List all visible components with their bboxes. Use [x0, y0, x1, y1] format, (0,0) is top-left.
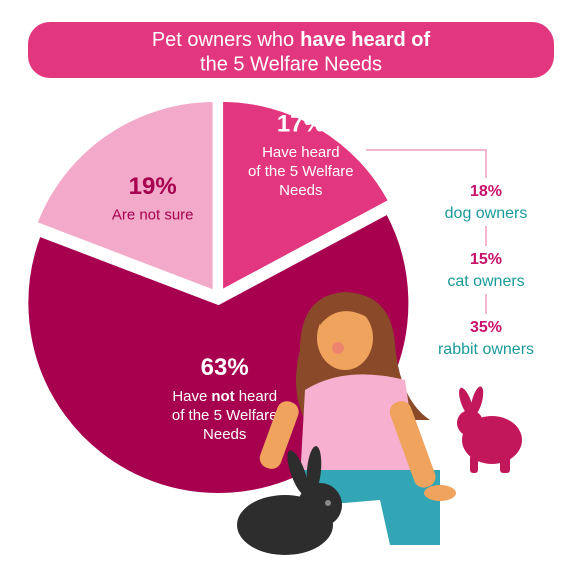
slice-description: Are not sure [112, 207, 194, 224]
breakdown-group: rabbit owners [438, 341, 534, 358]
breakdown: 18% dog owners 15% cat owners 35% rabbit owne… [426, 178, 546, 362]
breakdown-backdrop [426, 178, 546, 226]
breakdown-value: 15% [470, 251, 502, 268]
breakdown-backdrop [426, 314, 546, 362]
black-rabbit [237, 446, 342, 555]
breakdown-group: cat owners [447, 273, 524, 290]
woman [259, 292, 456, 545]
slice-value-label: 19% [129, 173, 177, 200]
breakdown-group: dog owners [445, 205, 528, 222]
slice-description: Needs [203, 426, 246, 443]
slice-description: Have heard [262, 144, 340, 161]
illustration [237, 292, 522, 555]
slice-value-label: 63% [201, 354, 249, 381]
chart-title-tail: the 5 Welfare Needs [200, 53, 382, 75]
breakdown-value: 18% [470, 183, 502, 200]
title-lead: Pet owners who [152, 29, 294, 51]
pie-slice [32, 98, 217, 295]
slice-description: Have not heard [172, 388, 277, 405]
breakdown-value: 35% [470, 319, 502, 336]
rabbit-silhouette [457, 386, 522, 473]
slice-description-part: not [211, 388, 234, 405]
slice-value-label: 17% [277, 110, 325, 137]
title-box [28, 22, 554, 78]
pie-slice [219, 97, 394, 296]
slice-description-part: Have [172, 388, 207, 405]
slice-description: of the 5 Welfare [248, 163, 354, 180]
slice-description: of the 5 Welfare [172, 407, 278, 424]
slice-description: Needs [279, 182, 322, 199]
chart-title: Pet owners who have heard of [152, 29, 431, 51]
title-emphasis: have heard of [300, 29, 430, 51]
breakdown-backdrop [426, 246, 546, 294]
slice-description-part: heard [239, 388, 277, 405]
